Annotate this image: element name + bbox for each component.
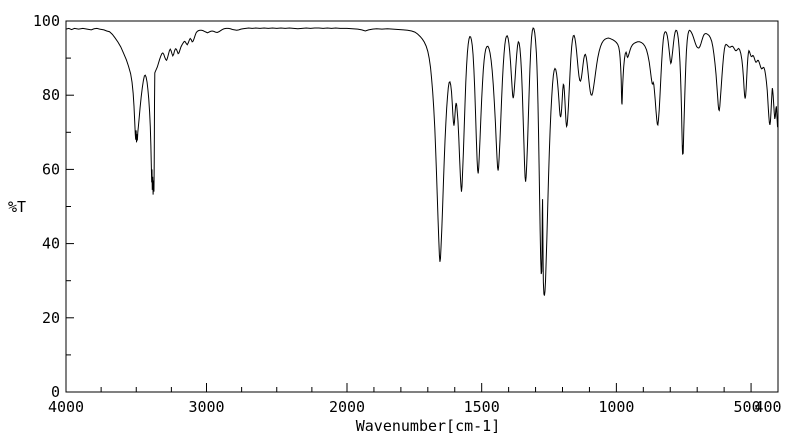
y-tick-label: 0: [51, 383, 60, 401]
y-tick-label: 60: [42, 160, 60, 178]
plot-border: [65, 20, 779, 393]
x-tick-label: 400: [754, 398, 781, 416]
spectrum-trace: [65, 27, 779, 296]
x-tick-label: 500: [734, 398, 761, 416]
axis-ticks: [65, 20, 752, 393]
y-axis-label: %T: [8, 198, 26, 216]
x-tick-label: 1500: [464, 398, 500, 416]
y-tick-label: 40: [42, 235, 60, 253]
x-tick-label: 2000: [329, 398, 365, 416]
y-tick-label: 80: [42, 86, 60, 104]
x-tick-label: 1000: [598, 398, 634, 416]
x-tick-label: 3000: [188, 398, 224, 416]
y-tick-label: 20: [42, 309, 60, 327]
x-axis-label: Wavenumber[cm-1]: [356, 417, 501, 435]
y-tick-label: 100: [33, 12, 60, 30]
x-tick-label: 4000: [48, 398, 84, 416]
